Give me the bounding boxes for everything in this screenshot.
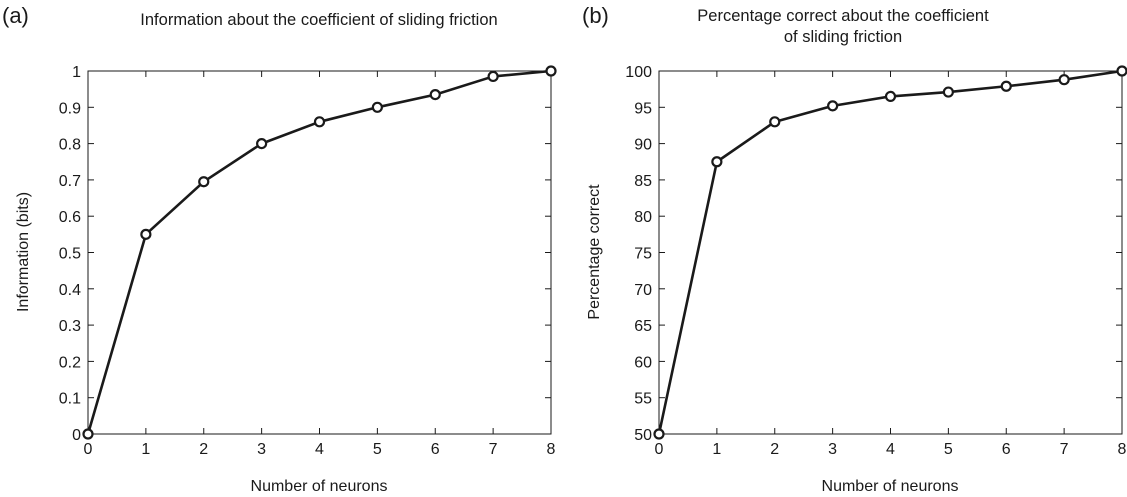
x-tick-label: 2 <box>199 441 208 458</box>
panel-a-y-axis: 0 0.1 0.2 0.3 0.4 0.5 0.6 0.7 0.8 0.9 1 <box>59 64 551 444</box>
y-tick-label: 90 <box>634 137 652 154</box>
x-tick-label: 7 <box>1060 441 1069 458</box>
panel-a: (a) Information about the coefficient of… <box>2 3 557 495</box>
data-point <box>827 100 839 112</box>
data-point <box>256 138 268 150</box>
y-tick-label: 0.3 <box>59 318 81 335</box>
y-tick-label: 75 <box>634 246 652 263</box>
x-tick-label: 8 <box>1118 441 1127 458</box>
y-tick-label: 85 <box>634 173 652 190</box>
y-tick-label: 0.4 <box>59 282 81 299</box>
x-tick-label: 3 <box>828 441 837 458</box>
panel-b-label: (b) <box>582 3 609 28</box>
y-tick-label: 0.2 <box>59 354 81 371</box>
y-tick-label: 100 <box>625 64 652 81</box>
panel-b: (b) Percentage correct about the coeffic… <box>582 3 1127 495</box>
data-point <box>371 101 383 113</box>
panel-b-y-axis: 50 55 60 65 70 75 80 85 90 95 100 <box>625 64 1122 444</box>
data-point <box>711 156 723 168</box>
x-tick-label: 7 <box>489 441 498 458</box>
series-line <box>657 69 1123 435</box>
x-tick-label: 0 <box>655 441 664 458</box>
y-tick-label: 0.1 <box>59 391 81 408</box>
y-tick-label: 80 <box>634 209 652 226</box>
x-tick-label: 1 <box>141 441 150 458</box>
data-point <box>198 176 210 188</box>
panel-b-y-axis-label: Percentage correct <box>586 184 603 320</box>
panel-b-title-line-2: of sliding friction <box>784 28 902 46</box>
data-point <box>653 428 665 440</box>
x-tick-label: 0 <box>84 441 93 458</box>
y-tick-label: 70 <box>634 282 652 299</box>
panel-a-x-axis: 0 1 2 3 4 5 6 7 8 <box>84 71 556 458</box>
y-tick-label: 50 <box>634 427 652 444</box>
y-tick-label: 60 <box>634 354 652 371</box>
panel-b-series <box>653 65 1127 440</box>
x-tick-label: 2 <box>770 441 779 458</box>
panel-a-x-axis-label: Number of neurons <box>251 478 388 495</box>
x-tick-label: 8 <box>547 441 556 458</box>
x-tick-label: 6 <box>1002 441 1011 458</box>
panel-a-series <box>82 65 557 440</box>
data-point <box>769 116 781 128</box>
x-tick-label: 6 <box>431 441 440 458</box>
y-tick-label: 0.7 <box>59 173 81 190</box>
panel-b-plot-frame <box>658 70 1123 435</box>
x-tick-label: 5 <box>944 441 953 458</box>
y-tick-label: 95 <box>634 100 652 117</box>
data-point <box>545 65 557 77</box>
panel-b-x-axis: 0 1 2 3 4 5 6 7 8 <box>655 71 1127 458</box>
y-tick-label: 0 <box>72 427 81 444</box>
data-point <box>82 428 94 440</box>
panel-b-title-line-1: Percentage correct about the coefficient <box>697 7 989 25</box>
data-point <box>942 86 954 98</box>
panel-a-plot-frame <box>87 70 552 435</box>
panel-b-x-axis-label: Number of neurons <box>822 478 959 495</box>
data-point <box>487 70 499 83</box>
y-tick-label: 0.6 <box>59 209 81 226</box>
y-tick-label: 55 <box>634 391 652 408</box>
panel-a-title: Information about the coefficient of sli… <box>140 11 497 29</box>
x-tick-label: 1 <box>712 441 721 458</box>
data-point <box>1116 65 1127 77</box>
y-tick-label: 0.5 <box>59 246 81 263</box>
panel-a-label: (a) <box>2 3 29 28</box>
data-point <box>313 116 326 128</box>
y-tick-label: 65 <box>634 318 652 335</box>
x-tick-label: 5 <box>373 441 382 458</box>
data-point <box>1058 74 1070 86</box>
data-point <box>140 228 152 240</box>
y-tick-label: 0.8 <box>59 137 81 154</box>
data-point <box>884 90 897 103</box>
panel-a-y-axis-label: Information (bits) <box>15 192 32 312</box>
x-tick-label: 4 <box>886 441 895 458</box>
data-point <box>1000 80 1012 92</box>
x-tick-label: 3 <box>257 441 266 458</box>
x-tick-label: 4 <box>315 441 324 458</box>
data-point <box>429 88 441 101</box>
y-tick-label: 1 <box>72 64 81 81</box>
y-tick-label: 0.9 <box>59 100 81 117</box>
